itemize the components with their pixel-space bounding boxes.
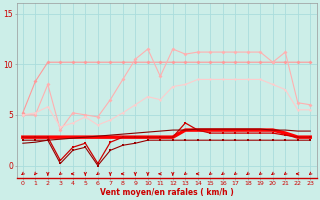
X-axis label: Vent moyen/en rafales ( km/h ): Vent moyen/en rafales ( km/h )	[100, 188, 233, 197]
